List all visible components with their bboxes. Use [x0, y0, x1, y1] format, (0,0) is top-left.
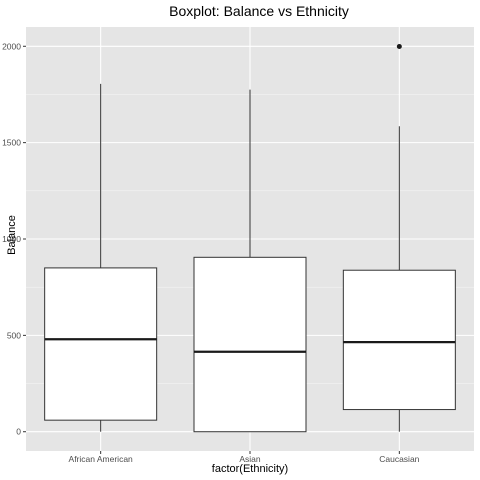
axes: 0 500 1000 1500 2000 African American Asian Cau… [2, 41, 420, 464]
y-axis-title: Balance [6, 215, 18, 255]
y-tick-label: 1500 [2, 138, 21, 148]
chart-title: Boxplot: Balance vs Ethnicity [169, 3, 349, 19]
y-tick-label: 0 [16, 427, 21, 437]
y-tick-label: 2000 [2, 41, 21, 51]
x-tick-label: Caucasian [379, 454, 419, 464]
box-iqr [193, 256, 307, 433]
boxes [44, 43, 456, 433]
y-tick-label: 500 [7, 330, 21, 340]
box-iqr [342, 269, 456, 411]
box-iqr [44, 267, 158, 421]
x-axis-title: factor(Ethnicity) [212, 463, 288, 475]
x-tick-label: Asian [239, 454, 261, 464]
x-tick-label: African American [69, 454, 134, 464]
y-tick-label: 1000 [2, 234, 21, 244]
outlier-point [396, 43, 402, 49]
